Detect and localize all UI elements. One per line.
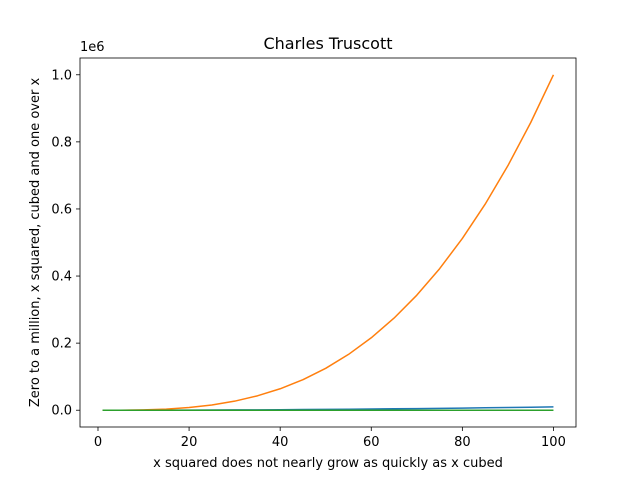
x-tick-label: 100 <box>541 435 566 450</box>
chart-title: Charles Truscott <box>263 34 392 53</box>
y-tick-label: 0.4 <box>51 270 72 285</box>
x-tick-label: 40 <box>272 435 289 450</box>
series-line-1 <box>102 74 555 411</box>
y-tick-label: 0.2 <box>51 337 72 352</box>
plot-frame <box>79 57 577 428</box>
x-tick-label: 60 <box>363 435 380 450</box>
y-axis-label: Zero to a million, x squared, cubed and … <box>28 78 43 408</box>
y-tick-label: 0.6 <box>51 202 72 217</box>
x-axis-label: x squared does not nearly grow as quickl… <box>153 456 503 471</box>
y-tick-label: 0.8 <box>51 135 72 150</box>
y-axis: 0.0 0.2 0.4 0.6 0.8 1.0 <box>51 68 80 419</box>
y-offset-label: 1e6 <box>80 40 105 55</box>
x-tick-label: 20 <box>181 435 198 450</box>
y-tick-label: 1.0 <box>51 68 72 83</box>
y-tick-label: 0.0 <box>51 404 72 419</box>
x-tick-label: 0 <box>94 435 102 450</box>
x-axis: 0 20 40 60 80 100 <box>94 427 566 450</box>
series-layer <box>102 74 555 411</box>
x-tick-label: 80 <box>454 435 471 450</box>
